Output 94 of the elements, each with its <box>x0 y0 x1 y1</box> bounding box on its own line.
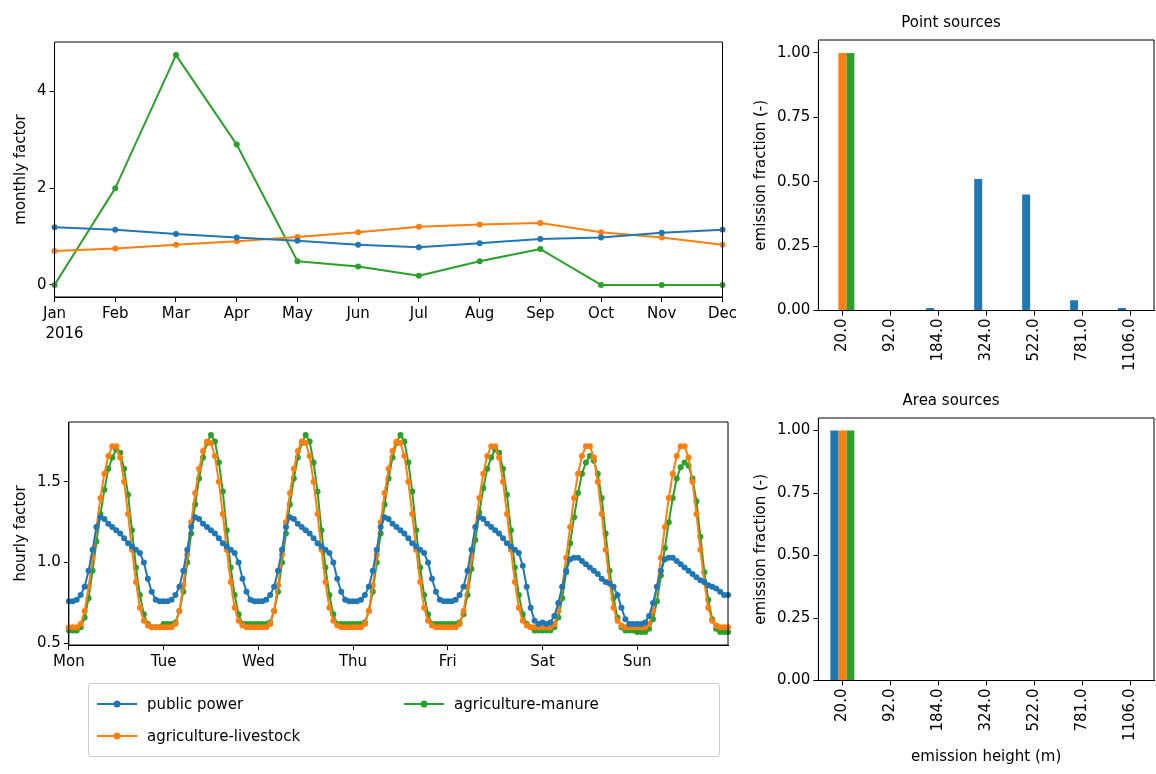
y-tick-label: 1.00 <box>776 420 811 439</box>
x-tick-label: Mar <box>161 303 191 322</box>
bar <box>974 179 983 311</box>
x-tick-label: 20.0 <box>832 318 851 352</box>
point <box>172 52 179 59</box>
point <box>598 229 605 236</box>
x-tick-label: Jan <box>41 303 67 322</box>
x-tick-label: 1106.0 <box>1119 318 1138 372</box>
point <box>415 244 422 251</box>
y-axis-title: monthly factor <box>10 113 29 225</box>
point <box>112 185 119 192</box>
x-tick-label: Aug <box>464 303 495 322</box>
point <box>476 221 483 228</box>
x-tick-label: May <box>281 303 314 322</box>
point <box>112 226 119 233</box>
bar <box>1118 307 1127 311</box>
y-tick-label: 0.75 <box>776 107 811 126</box>
y-tick-label: 0.75 <box>776 482 811 501</box>
x-tick-label: 1106.0 <box>1119 688 1138 742</box>
y-tick-label: 0.25 <box>776 236 811 254</box>
point <box>172 231 179 238</box>
y-tick-label: 4 <box>37 81 47 100</box>
bar <box>1022 194 1031 311</box>
x-tick-label: Apr <box>223 303 251 322</box>
x-tick-label: Mon <box>53 651 85 670</box>
text: 2016 <box>45 324 84 343</box>
point <box>598 281 605 288</box>
bar <box>926 307 935 311</box>
chart-title: Point sources <box>901 12 1001 31</box>
y-tick-label: 0.00 <box>776 300 811 319</box>
x-tick-label: 324.0 <box>976 688 995 732</box>
x-tick-label: Fri <box>438 651 457 670</box>
y-tick-label: 1.5 <box>37 471 61 490</box>
x-tick-label: 92.0 <box>880 688 899 722</box>
y-tick-label: 2 <box>37 178 47 197</box>
point <box>233 234 240 241</box>
point <box>355 263 362 270</box>
x-tick-label: Feb <box>101 303 129 322</box>
y-tick-label: 0.50 <box>776 171 811 190</box>
y-tick-label: 0.5 <box>37 633 61 652</box>
x-tick-label: 781.0 <box>1071 318 1090 362</box>
x-tick-label: 184.0 <box>928 318 947 362</box>
legend-label: agriculture-manure <box>454 695 599 713</box>
point <box>294 237 301 244</box>
point <box>172 241 179 248</box>
point <box>294 258 301 265</box>
x-tick-label: Jul <box>408 303 428 322</box>
y-axis-title: hourly factor <box>10 484 29 582</box>
y-axis-title: emission fraction (-) <box>750 99 769 251</box>
x-tick-label: 522.0 <box>1024 318 1043 362</box>
x-tick-label: 781.0 <box>1071 688 1090 732</box>
bar <box>1070 300 1079 311</box>
legend-label: public power <box>147 695 244 713</box>
y-tick-label: 0.00 <box>776 670 811 689</box>
point <box>415 223 422 230</box>
x-tick-label: Thu <box>337 651 368 670</box>
x-axis-title: emission height (m) <box>911 746 1062 765</box>
y-tick-label: 0 <box>37 274 47 293</box>
x-tick-label: Nov <box>647 303 677 322</box>
x-tick-label: 184.0 <box>928 688 947 732</box>
point <box>355 241 362 248</box>
point <box>658 281 665 288</box>
bar <box>846 52 855 311</box>
point <box>112 245 119 252</box>
point <box>233 141 240 148</box>
point <box>355 229 362 236</box>
legend-label: agriculture-livestock <box>147 727 301 745</box>
x-tick-label: 522.0 <box>1024 688 1043 732</box>
x-tick-label: Tue <box>149 651 177 670</box>
point <box>537 246 544 253</box>
x-tick-label: Sun <box>622 651 652 670</box>
x-tick-label: 20.0 <box>832 688 851 722</box>
x-tick-label: Sat <box>530 651 555 670</box>
point <box>476 240 483 247</box>
point <box>598 234 605 241</box>
chart-title: Area sources <box>902 390 1000 409</box>
x-tick-label: 92.0 <box>880 318 899 352</box>
x-tick-label: 324.0 <box>976 318 995 362</box>
x-tick-label: Sep <box>526 303 555 322</box>
point <box>658 229 665 236</box>
y-tick-label: 1.00 <box>776 42 811 61</box>
x-tick-label: Wed <box>241 651 275 670</box>
x-tick-label: Jun <box>345 303 370 322</box>
x-tick-label: Dec <box>707 303 737 322</box>
y-tick-label: 1.0 <box>37 552 61 571</box>
x-tick-label: Oct <box>588 303 615 322</box>
point <box>537 219 544 226</box>
y-tick-label: 0.25 <box>776 607 811 626</box>
point <box>537 235 544 242</box>
point <box>476 258 483 265</box>
point <box>415 272 422 279</box>
bar <box>838 52 847 311</box>
y-axis-title: emission fraction (-) <box>750 473 769 625</box>
y-tick-label: 0.50 <box>776 545 811 564</box>
